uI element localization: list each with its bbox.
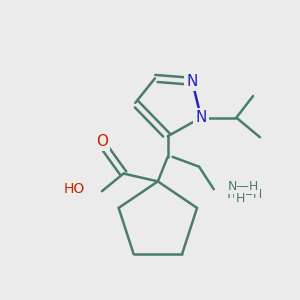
Text: H: H [236, 192, 245, 205]
Text: N—H: N—H [232, 188, 263, 201]
Text: N: N [226, 187, 237, 201]
Text: N: N [195, 110, 207, 125]
Text: N: N [187, 74, 198, 89]
Text: HO: HO [64, 182, 85, 196]
Text: O: O [96, 134, 108, 149]
Text: N—H: N—H [227, 180, 259, 193]
